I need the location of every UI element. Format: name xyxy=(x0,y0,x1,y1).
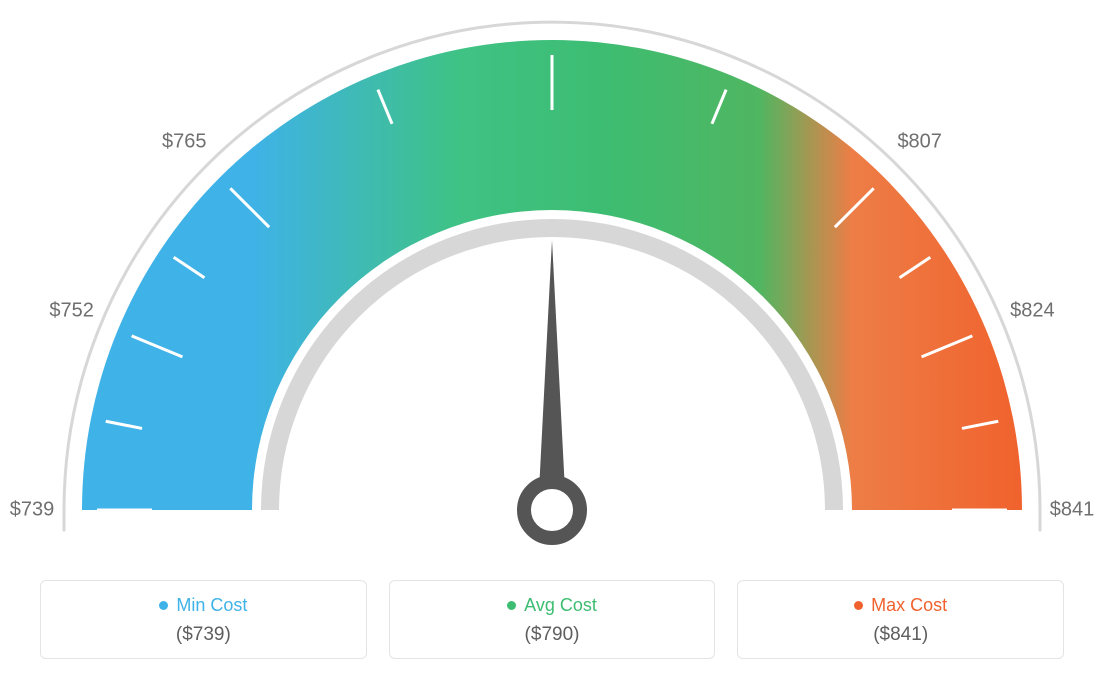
legend-label-avg: Avg Cost xyxy=(524,595,597,616)
gauge-svg xyxy=(0,0,1104,560)
dot-icon xyxy=(854,601,863,610)
dot-icon xyxy=(507,601,516,610)
legend-card-avg: Avg Cost ($790) xyxy=(389,580,716,659)
legend-label-max: Max Cost xyxy=(871,595,947,616)
gauge-tick-label: $739 xyxy=(10,499,55,522)
gauge-tick-label: $841 xyxy=(1050,499,1095,522)
legend-value-min: ($739) xyxy=(51,624,356,646)
legend-row: Min Cost ($739) Avg Cost ($790) Max Cost… xyxy=(40,580,1064,659)
gauge-tick-label: $824 xyxy=(1010,300,1055,323)
legend-value-avg: ($790) xyxy=(400,624,705,646)
legend-title-avg: Avg Cost xyxy=(507,595,597,616)
legend-title-min: Min Cost xyxy=(159,595,247,616)
gauge-chart xyxy=(0,0,1104,560)
gauge-tick-label: $807 xyxy=(897,131,942,154)
legend-label-min: Min Cost xyxy=(176,595,247,616)
gauge-tick-label: $790 xyxy=(530,0,575,2)
dot-icon xyxy=(159,601,168,610)
cost-gauge-figure: $739 $752 $765 $790 $807 $824 $841 Min Cost ($… xyxy=(0,0,1104,690)
gauge-tick-label: $765 xyxy=(162,131,207,154)
legend-title-max: Max Cost xyxy=(854,595,947,616)
legend-card-min: Min Cost ($739) xyxy=(40,580,367,659)
legend-value-max: ($841) xyxy=(748,624,1053,646)
gauge-tick-label: $752 xyxy=(49,300,94,323)
legend-card-max: Max Cost ($841) xyxy=(737,580,1064,659)
